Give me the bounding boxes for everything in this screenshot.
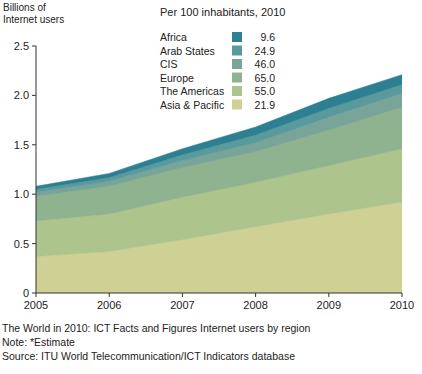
legend-label: Arab States: [160, 45, 215, 57]
area: [36, 75, 402, 190]
legend: Per 100 inhabitants, 2010 Africa 9.6 Arab S…: [160, 6, 285, 111]
note: Source: ITU World Telecommunication/ICT …: [2, 350, 295, 362]
x-tick: [182, 293, 183, 297]
legend-value: 55.0: [255, 85, 276, 97]
x-tick-label: 2006: [97, 299, 121, 311]
legend-swatch: [232, 46, 242, 56]
legend-value: 65.0: [255, 72, 276, 84]
x-tick: [255, 293, 256, 297]
legend-swatch: [232, 32, 242, 42]
x-tick: [328, 293, 329, 297]
note: The World in 2010: ICT Facts and Figures…: [2, 322, 311, 334]
legend-swatch: [232, 100, 242, 110]
y-tick: [32, 95, 36, 96]
legend-value: 46.0: [255, 58, 276, 70]
y-label: Billions of: [3, 2, 46, 13]
legend-label: CIS: [160, 58, 178, 70]
legend-swatch: [232, 59, 242, 69]
y-tick: [32, 144, 36, 145]
x-tick: [36, 293, 37, 297]
legend-swatch: [232, 73, 242, 83]
legend-value: 24.9: [255, 45, 276, 57]
legend-label: Africa: [160, 31, 187, 43]
y-tick-label: 1.5: [14, 139, 29, 151]
x-tick: [109, 293, 110, 297]
x-tick: [402, 293, 403, 297]
legend-label: The Americas: [160, 85, 224, 97]
x-tick-label: 2009: [317, 299, 341, 311]
y-tick: [32, 243, 36, 244]
note: Note: *Estimate: [2, 336, 75, 348]
areas: [36, 75, 402, 293]
legend-title: Per 100 inhabitants, 2010: [160, 6, 285, 18]
y-tick: [32, 293, 36, 294]
x-axis: [36, 293, 402, 294]
legend-label: Europe: [160, 72, 194, 84]
y-tick: [32, 194, 36, 195]
y-label: Internet users: [3, 14, 64, 25]
x-tick-label: 2007: [170, 299, 194, 311]
legend-label: Asia & Pacific: [160, 99, 224, 111]
x-tick-label: 2008: [243, 299, 267, 311]
legend-value: 9.6: [260, 31, 275, 43]
y-tick: [32, 46, 36, 47]
x-tick-label: 2010: [390, 299, 414, 311]
legend-value: 21.9: [255, 99, 276, 111]
x-tick-label: 2005: [24, 299, 48, 311]
y-tick-label: 2.5: [14, 40, 29, 52]
y-tick-label: 1.0: [14, 188, 29, 200]
y-axis: [36, 46, 37, 293]
y-tick-label: 0: [23, 287, 29, 299]
y-tick-label: 0.5: [14, 238, 29, 250]
chart: 0 0.5 1.0 1.5 2.0 2.5 2005 2006 2007 2008 2009 2010…: [0, 0, 422, 374]
legend-swatch: [232, 86, 242, 96]
y-tick-label: 2.0: [14, 89, 29, 101]
